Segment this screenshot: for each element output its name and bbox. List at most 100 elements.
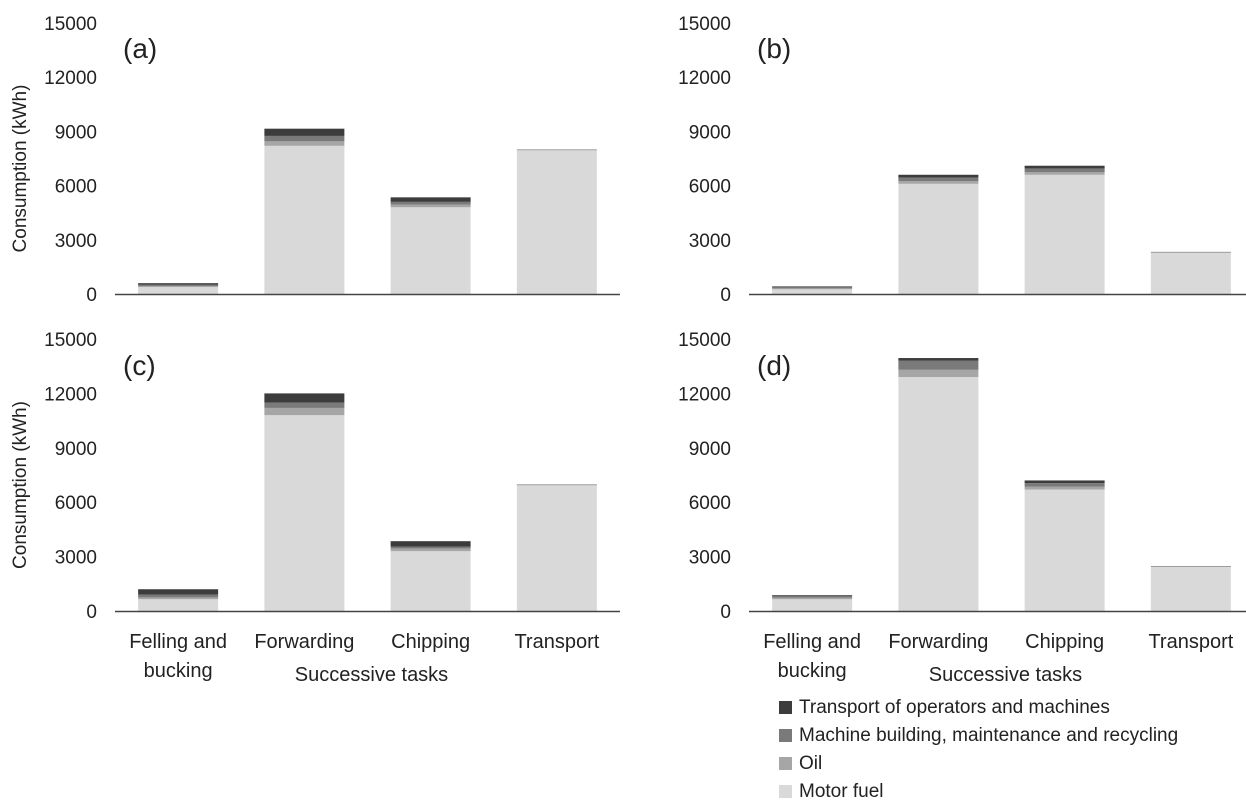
- legend-swatch: [779, 757, 792, 770]
- y-tick-label: 12000: [44, 384, 97, 405]
- y-tick-label: 3000: [55, 548, 97, 569]
- bar-segment: [264, 145, 345, 294]
- bar-segment: [264, 415, 345, 611]
- bar-segment: [898, 183, 979, 294]
- bar-segment: [898, 181, 979, 184]
- bar-segment: [898, 360, 979, 370]
- y-tick-label: 6000: [689, 177, 731, 198]
- bar-segment: [138, 589, 219, 595]
- y-tick-label: 0: [86, 602, 97, 623]
- y-tick-label: 15000: [44, 330, 97, 351]
- bar-segment: [264, 135, 345, 142]
- bar-segment: [1024, 489, 1105, 611]
- bar-segment: [772, 287, 853, 289]
- bar-segment: [1024, 174, 1105, 294]
- y-tick-label: 3000: [689, 548, 731, 569]
- category-label: Felling and: [129, 631, 227, 653]
- bar-segment: [1024, 168, 1105, 173]
- y-tick-label: 0: [720, 285, 731, 306]
- category-label: Forwarding: [888, 631, 988, 653]
- category-label: Forwarding: [254, 631, 354, 653]
- legend-swatch: [779, 729, 792, 742]
- bar-segment: [772, 599, 853, 611]
- bar-segment: [1024, 486, 1105, 490]
- y-tick-label: 15000: [678, 14, 731, 35]
- legend-label: Transport of operators and machines: [799, 697, 1110, 718]
- y-tick-label: 3000: [689, 231, 731, 252]
- panel-label: (a): [123, 33, 157, 64]
- category-label: Chipping: [391, 631, 470, 653]
- bar-segment: [138, 283, 219, 285]
- y-axis-title: Consumption (kWh): [10, 401, 31, 569]
- x-axis-title: Successive tasks: [295, 664, 448, 686]
- bar-segment: [772, 596, 853, 598]
- bar-segment: [1024, 480, 1105, 484]
- bar-segment: [772, 595, 853, 597]
- bar-segment: [390, 197, 471, 202]
- bar-segment: [898, 174, 979, 178]
- legend-swatch: [779, 701, 792, 714]
- bar-segment: [138, 287, 219, 294]
- bar-segment: [772, 289, 853, 294]
- y-tick-label: 3000: [55, 231, 97, 252]
- y-tick-label: 9000: [55, 122, 97, 143]
- y-tick-label: 0: [86, 285, 97, 306]
- y-tick-label: 0: [720, 602, 731, 623]
- bar-segment: [772, 286, 853, 288]
- y-tick-label: 12000: [678, 384, 731, 405]
- bar-segment: [1150, 566, 1231, 611]
- y-tick-label: 15000: [44, 14, 97, 35]
- bar-segment: [390, 551, 471, 611]
- y-tick-label: 6000: [55, 177, 97, 198]
- bar-segment: [138, 286, 219, 288]
- bar-segment: [772, 597, 853, 600]
- bar-segment: [138, 594, 219, 598]
- bar-segment: [390, 546, 471, 549]
- bar-segment: [1150, 252, 1231, 294]
- bar-segment: [138, 284, 219, 287]
- bar-segment: [516, 150, 597, 294]
- category-label: Chipping: [1025, 631, 1104, 653]
- legend-swatch: [779, 785, 792, 798]
- bar-segment: [390, 201, 471, 205]
- panel-label: (c): [123, 350, 156, 381]
- bar-segment: [264, 393, 345, 403]
- bar-segment: [138, 597, 219, 600]
- y-tick-label: 12000: [678, 68, 731, 89]
- bar-segment: [898, 177, 979, 182]
- y-tick-label: 12000: [44, 68, 97, 89]
- legend-label: Motor fuel: [799, 781, 883, 802]
- panel-label: (b): [757, 33, 791, 64]
- bar-segment: [264, 407, 345, 416]
- bar-segment: [772, 288, 853, 290]
- bar-segment: [1024, 165, 1105, 169]
- category-label: bucking: [144, 660, 213, 682]
- x-axis-title: Successive tasks: [929, 664, 1082, 686]
- bar-segment: [390, 204, 471, 208]
- bar-segment: [138, 599, 219, 611]
- bar-segment: [898, 377, 979, 611]
- bar-segment: [390, 548, 471, 552]
- bar-segment: [898, 358, 979, 361]
- y-tick-label: 9000: [55, 439, 97, 460]
- legend-label: Oil: [799, 753, 822, 774]
- bar-segment: [264, 128, 345, 136]
- category-label: bucking: [778, 660, 847, 682]
- bar-segment: [390, 207, 471, 294]
- bar-segment: [1024, 483, 1105, 487]
- category-label: Felling and: [763, 631, 861, 653]
- bar-segment: [264, 402, 345, 408]
- bar-segment: [898, 369, 979, 378]
- category-label: Transport: [1148, 631, 1233, 653]
- y-tick-label: 15000: [678, 330, 731, 351]
- y-tick-label: 9000: [689, 439, 731, 460]
- legend-label: Machine building, maintenance and recycl…: [799, 725, 1178, 746]
- bar-segment: [390, 541, 471, 547]
- y-tick-label: 6000: [689, 493, 731, 514]
- y-tick-label: 6000: [55, 493, 97, 514]
- y-axis-title: Consumption (kWh): [10, 85, 31, 253]
- panel-label: (d): [757, 350, 791, 381]
- bar-segment: [264, 141, 345, 146]
- y-tick-label: 9000: [689, 122, 731, 143]
